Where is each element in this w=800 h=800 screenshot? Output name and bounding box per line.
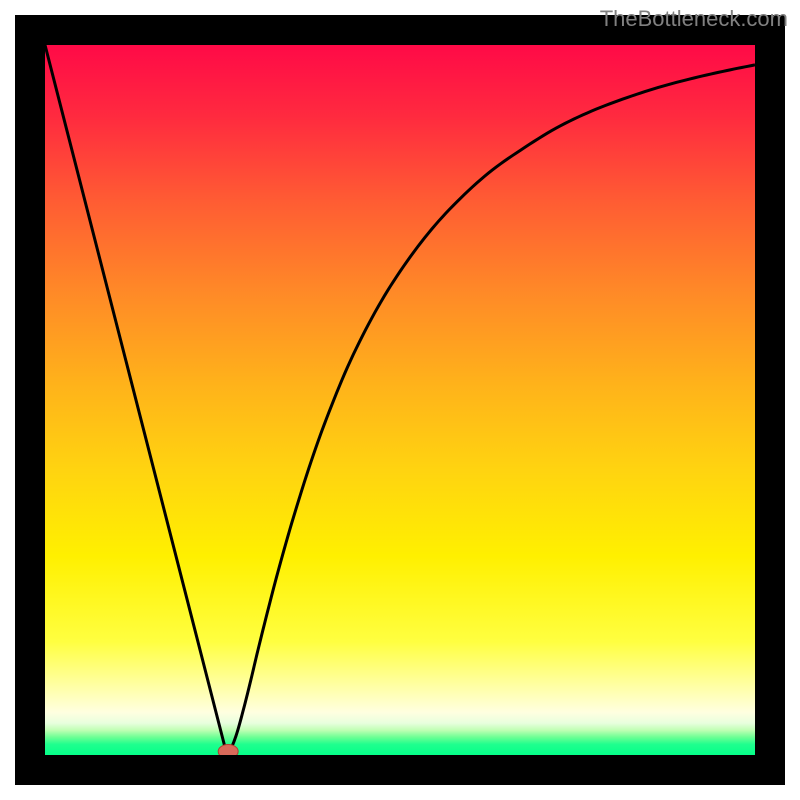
gradient-background [45, 45, 755, 755]
bottleneck-chart [0, 0, 800, 800]
watermark-text: TheBottleneck.com [600, 6, 788, 32]
chart-container: TheBottleneck.com [0, 0, 800, 800]
